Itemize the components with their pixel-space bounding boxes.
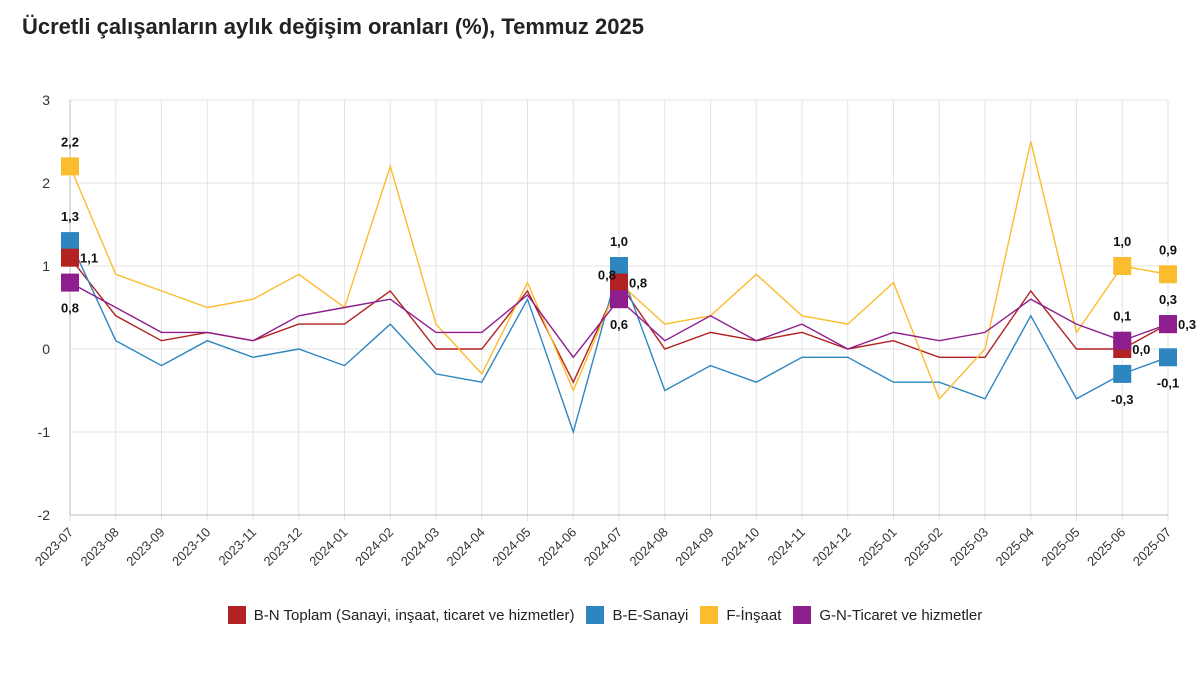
data-label: 0,1 <box>1113 309 1131 324</box>
x-tick-label: 2025-04 <box>993 525 1037 569</box>
chart-title: Ücretli çalışanların aylık değişim oranl… <box>22 14 644 39</box>
x-tick-label: 2023-10 <box>169 525 213 569</box>
data-point-marker[interactable] <box>1159 265 1177 284</box>
legend-label-total: B-N Toplam (Sanayi, inşaat, ticaret ve h… <box>253 606 575 624</box>
x-tick-label: 2023-07 <box>32 525 76 569</box>
data-label: 0,3 <box>1178 317 1196 332</box>
legend-label-construction: F-İnşaat <box>726 606 782 624</box>
x-tick-label: 2025-02 <box>901 525 945 569</box>
data-label: 0,8 <box>61 301 79 316</box>
data-label: 1,0 <box>610 234 628 249</box>
data-point-marker[interactable] <box>61 273 79 292</box>
legend-swatch-trade-services <box>793 606 812 624</box>
x-tick-label: 2024-10 <box>718 525 762 569</box>
y-tick-label: -2 <box>38 507 51 523</box>
legend-swatch-total <box>227 606 246 624</box>
data-label: 0,3 <box>1159 292 1177 307</box>
data-label: 0,8 <box>598 268 616 283</box>
x-tick-label: 2024-05 <box>489 525 533 569</box>
x-tick-label: 2023-08 <box>78 525 122 569</box>
data-label: -0,3 <box>1111 392 1133 407</box>
data-label: 1,3 <box>61 209 79 224</box>
data-point-marker[interactable] <box>610 273 628 292</box>
data-point-marker[interactable] <box>61 248 79 267</box>
data-point-marker[interactable] <box>61 232 79 251</box>
x-tick-label: 2023-12 <box>261 525 305 569</box>
x-tick-label: 2025-01 <box>855 525 899 569</box>
x-tick-label: 2024-12 <box>810 525 854 569</box>
x-tick-label: 2024-03 <box>398 525 442 569</box>
legend-swatch-industry <box>586 606 605 624</box>
x-tick-label: 2023-11 <box>215 525 259 569</box>
data-point-marker[interactable] <box>1113 257 1132 275</box>
y-tick-label: 1 <box>42 258 50 274</box>
x-tick-label: 2024-08 <box>627 525 671 569</box>
legend-item-construction[interactable]: F-İnşaat <box>700 606 781 624</box>
data-point-marker[interactable] <box>1113 331 1132 350</box>
x-tick-label: 2025-07 <box>1130 525 1174 569</box>
data-point-marker[interactable] <box>1113 364 1132 383</box>
x-tick-label: 2024-07 <box>581 525 625 569</box>
y-tick-label: 2 <box>42 175 50 191</box>
x-tick-label: 2024-01 <box>306 525 350 569</box>
legend-swatch-construction <box>700 606 719 624</box>
x-tick-label: 2024-06 <box>535 525 579 569</box>
chart-legend: B-N Toplam (Sanayi, inşaat, ticaret ve h… <box>0 606 1200 624</box>
x-tick-label: 2024-09 <box>672 525 716 569</box>
data-point-marker[interactable] <box>610 290 628 309</box>
x-tick-label: 2023-09 <box>123 525 167 569</box>
x-tick-label: 2025-06 <box>1084 525 1128 569</box>
data-point-marker[interactable] <box>61 157 79 176</box>
y-tick-label: 0 <box>42 341 50 357</box>
y-tick-label: 3 <box>42 92 50 108</box>
data-label: 2,2 <box>61 134 79 149</box>
x-tick-label: 2024-11 <box>764 525 808 569</box>
data-label: 0,6 <box>610 317 628 332</box>
x-tick-label: 2025-05 <box>1038 525 1082 569</box>
x-tick-label: 2024-02 <box>352 525 396 569</box>
x-tick-label: 2025-03 <box>947 525 991 569</box>
x-tick-label: 2024-04 <box>444 525 488 569</box>
legend-label-trade-services: G-N-Ticaret ve hizmetler <box>819 606 983 624</box>
data-point-marker[interactable] <box>1159 348 1177 367</box>
legend-item-industry[interactable]: B-E-Sanayi <box>586 606 688 624</box>
data-label: 1,1 <box>80 251 98 266</box>
legend-label-industry: B-E-Sanayi <box>612 606 689 624</box>
data-label: 1,0 <box>1113 234 1131 249</box>
data-label: 0,8 <box>629 276 647 291</box>
y-tick-label: -1 <box>38 424 51 440</box>
data-label: -0,1 <box>1157 375 1179 390</box>
data-point-marker[interactable] <box>1159 315 1177 334</box>
legend-item-total[interactable]: B-N Toplam (Sanayi, inşaat, ticaret ve h… <box>227 606 575 624</box>
data-label: 0,0 <box>1132 342 1150 357</box>
legend-item-trade-services[interactable]: G-N-Ticaret ve hizmetler <box>793 606 982 624</box>
data-point-marker[interactable] <box>610 257 628 275</box>
data-label: 0,9 <box>1159 242 1177 257</box>
